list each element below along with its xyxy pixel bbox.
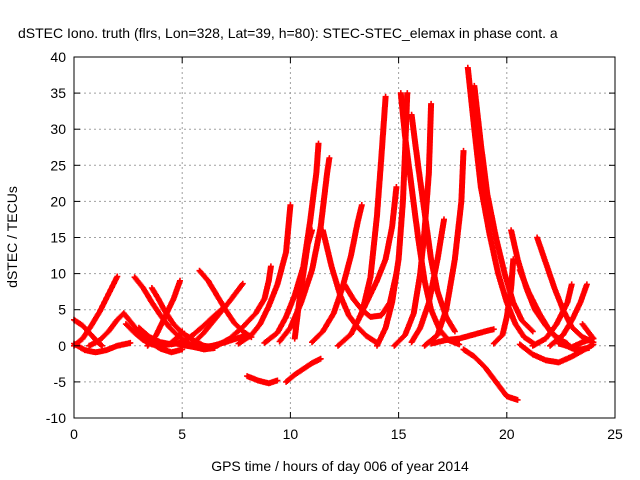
data-series-arc-12 xyxy=(187,280,246,349)
y-tick-label: 5 xyxy=(58,302,66,318)
data-series-arc-43 xyxy=(579,321,597,342)
x-tick-label: 15 xyxy=(391,426,407,442)
y-tick-label: 15 xyxy=(50,230,66,246)
x-tick-label: 5 xyxy=(178,426,186,442)
data-series-arc-16 xyxy=(283,355,324,385)
data-series-arc-09 xyxy=(144,277,183,349)
grid-layer xyxy=(74,57,615,418)
data-series-arc-39 xyxy=(516,341,597,366)
y-tick-label: 30 xyxy=(50,121,66,137)
data-series-arc-15 xyxy=(235,202,294,347)
data-layer xyxy=(71,64,597,403)
y-tick-label: 40 xyxy=(50,49,66,65)
data-series-arc-32 xyxy=(471,82,536,335)
data-series-arc-41 xyxy=(547,281,590,349)
data-series-arc-19 xyxy=(291,227,315,342)
x-tick-label: 25 xyxy=(607,426,623,442)
y-tick-label: 0 xyxy=(58,338,66,354)
y-tick-label: 35 xyxy=(50,85,66,101)
x-tick-label: 20 xyxy=(499,426,515,442)
x-tick-label: 10 xyxy=(283,426,299,442)
data-series-arc-38 xyxy=(534,234,597,346)
data-series-arc-35 xyxy=(490,256,517,347)
y-tick-label: 25 xyxy=(50,157,66,173)
y-tick-label: -10 xyxy=(46,410,66,426)
data-series-arc-29 xyxy=(408,216,447,346)
x-axis-label: GPS time / hours of day 006 of year 2014 xyxy=(211,458,469,474)
y-tick-label: 20 xyxy=(50,193,66,209)
y-tick-label: 10 xyxy=(50,266,66,282)
data-series-arc-34 xyxy=(460,346,521,403)
y-axis-label: dSTEC / TECUs xyxy=(4,186,20,288)
data-series-arc-33 xyxy=(428,326,497,347)
data-series-arc-42 xyxy=(555,335,597,351)
y-tick-label: -5 xyxy=(54,374,67,390)
data-series-arc-13 xyxy=(213,263,274,349)
data-series-arc-28 xyxy=(391,100,435,349)
data-series-arc-31 xyxy=(464,64,538,348)
tick-layer: 0 5 10 15 20 25 -10 -5 0 5 10 15 20 25 30 35 40 xyxy=(46,49,623,442)
data-series-arc-40 xyxy=(529,281,575,349)
data-series-arc-30 xyxy=(421,147,467,349)
chart-title: dSTEC Iono. truth (flrs, Lon=328, Lat=39… xyxy=(18,25,558,41)
data-series-arc-17 xyxy=(261,140,322,346)
x-tick-label: 0 xyxy=(70,426,78,442)
data-series-arc-14 xyxy=(244,373,281,387)
data-series-arc-24 xyxy=(356,184,400,320)
